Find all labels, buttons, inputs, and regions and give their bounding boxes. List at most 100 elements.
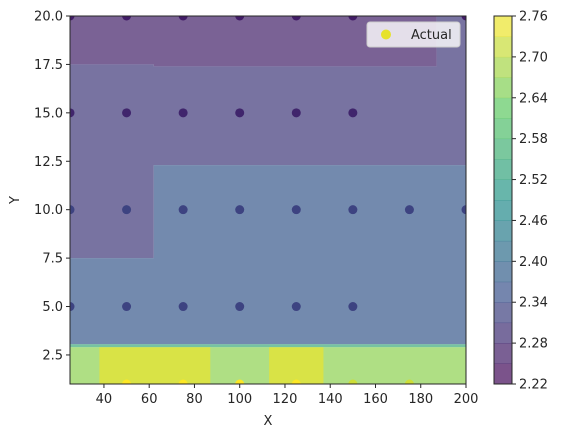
colorbar-tick-label: 2.70 xyxy=(519,50,548,65)
y-tick-label: 5.0 xyxy=(42,300,63,315)
colorbar-band xyxy=(494,200,512,221)
data-point xyxy=(291,205,301,215)
colorbar-tick-label: 2.28 xyxy=(519,337,548,352)
y-tick-label: 2.5 xyxy=(42,348,63,363)
data-point xyxy=(235,379,245,384)
colorbar-bands xyxy=(494,16,512,385)
data-point xyxy=(461,205,466,215)
y-tick-label: 15.0 xyxy=(34,106,63,121)
contour-region-1 xyxy=(70,16,466,259)
colorbar-band xyxy=(494,97,512,119)
x-tick-label: 80 xyxy=(186,392,203,407)
x-tick-label: 100 xyxy=(227,392,252,407)
colorbar-frame xyxy=(493,15,513,385)
data-point xyxy=(235,205,245,215)
y-tick-label: 20.0 xyxy=(34,10,63,25)
data-point xyxy=(178,108,188,118)
data-point xyxy=(291,379,301,384)
data-point xyxy=(348,379,358,384)
colorbar-tick-label: 2.22 xyxy=(519,378,548,393)
y-tick-label: 10.0 xyxy=(34,203,63,218)
legend: Actual xyxy=(366,21,461,48)
data-point xyxy=(291,302,301,312)
colorbar-band xyxy=(494,261,512,283)
contour-fill xyxy=(70,16,466,384)
data-point xyxy=(122,379,132,384)
data-point xyxy=(348,108,358,118)
data-point xyxy=(178,205,188,215)
data-point xyxy=(291,16,301,21)
colorbar-tick-label: 2.40 xyxy=(519,255,548,270)
y-tick-label: 17.5 xyxy=(34,58,63,73)
data-point xyxy=(178,379,188,384)
colorbar-tick-label: 2.76 xyxy=(519,10,548,25)
colorbar-band xyxy=(494,138,512,160)
contour-region-6 xyxy=(269,347,324,384)
colorbar-band xyxy=(494,36,512,58)
x-tick-label: 140 xyxy=(318,392,343,407)
data-point xyxy=(122,205,132,215)
data-point xyxy=(404,205,414,215)
legend-marker-actual xyxy=(381,29,391,40)
colorbar-band xyxy=(494,118,512,140)
colorbar-band xyxy=(494,77,512,99)
y-axis-ticks: 2.5 5.0 7.5 10.0 12.5 15.0 17.5 20.0 xyxy=(34,10,70,363)
data-point xyxy=(235,16,245,21)
data-point xyxy=(122,108,132,118)
data-point xyxy=(122,16,132,21)
legend-box xyxy=(366,21,461,48)
colorbar-tick-label: 2.58 xyxy=(519,132,548,147)
x-tick-label: 120 xyxy=(273,392,298,407)
colorbar-tick-label: 2.64 xyxy=(519,91,548,106)
plot-frame xyxy=(69,15,467,385)
colorbar: 2.22 2.28 2.34 2.40 2.46 2.52 2.58 2.64 2.70 2.76 xyxy=(493,10,548,393)
data-point xyxy=(70,205,75,215)
contour-region-2 xyxy=(70,165,466,345)
data-point xyxy=(178,302,188,312)
colorbar-tick-label: 2.52 xyxy=(519,173,548,188)
legend-entry-actual: Actual xyxy=(411,28,452,43)
x-axis-label: X xyxy=(264,414,273,429)
colorbar-band xyxy=(494,363,512,385)
colorbar-band xyxy=(494,240,512,262)
colorbar-band xyxy=(494,16,512,37)
contour-region-0 xyxy=(70,16,437,67)
data-point xyxy=(235,108,245,118)
colorbar-tick-label: 2.34 xyxy=(519,296,548,311)
data-point xyxy=(404,379,414,384)
data-point xyxy=(70,302,75,312)
data-point xyxy=(178,16,188,21)
x-axis-ticks: 40 60 80 100 120 140 160 180 200 xyxy=(96,384,479,407)
colorbar-band xyxy=(494,322,512,344)
colorbar-band xyxy=(494,179,512,201)
data-point xyxy=(461,16,466,21)
colorbar-band xyxy=(494,281,512,303)
x-tick-label: 200 xyxy=(454,392,479,407)
y-tick-label: 12.5 xyxy=(34,155,63,170)
data-point xyxy=(348,302,358,312)
colorbar-band xyxy=(494,56,512,78)
x-tick-label: 60 xyxy=(141,392,158,407)
data-point xyxy=(235,302,245,312)
data-point xyxy=(348,205,358,215)
data-point xyxy=(291,108,301,118)
colorbar-tick-label: 2.46 xyxy=(519,214,548,229)
data-point xyxy=(70,108,75,118)
x-tick-label: 160 xyxy=(363,392,388,407)
x-tick-label: 180 xyxy=(408,392,433,407)
scatter-points xyxy=(70,16,466,384)
x-tick-label: 40 xyxy=(96,392,113,407)
data-point xyxy=(348,16,358,21)
colorbar-band xyxy=(494,220,512,242)
data-point xyxy=(70,16,75,21)
data-point xyxy=(122,302,132,312)
y-axis-label: Y xyxy=(8,196,23,205)
contour-region-5 xyxy=(99,347,211,384)
y-tick-label: 7.5 xyxy=(42,252,63,267)
colorbar-band xyxy=(494,302,512,324)
colorbar-band xyxy=(494,343,512,364)
colorbar-band xyxy=(494,159,512,180)
colorbar-ticks: 2.22 2.28 2.34 2.40 2.46 2.52 2.58 2.64 2.70 2.76 xyxy=(512,10,548,393)
contour-region-3 xyxy=(70,344,466,348)
